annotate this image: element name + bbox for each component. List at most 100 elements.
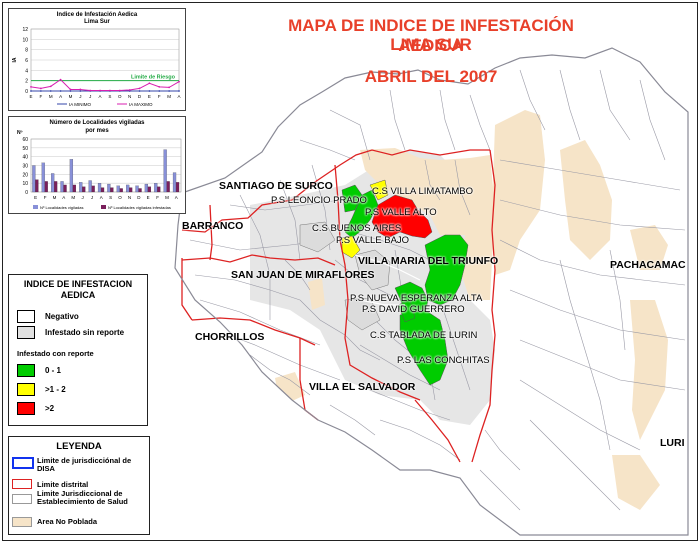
red-areas	[371, 194, 433, 239]
chart-ia-point	[79, 90, 82, 92]
chart-ia-point	[89, 89, 92, 92]
facility-limatambo: C.S VILLA LIMATAMBO	[372, 186, 474, 197]
chart-loc-bar	[107, 183, 111, 193]
chart-ia-xtick: M	[167, 94, 171, 99]
chart-loc-bar	[110, 187, 114, 193]
chart-loc-xtick: A	[175, 195, 178, 200]
chart-loc-xtick: M	[165, 195, 169, 200]
no-poblada-5	[630, 225, 668, 270]
chart-ia-series-line	[30, 78, 180, 91]
chart-loc-ytick: 30	[22, 164, 28, 170]
no-poblada-8	[612, 455, 660, 510]
chart-ia-point	[30, 90, 32, 92]
chart-ia-ytick: 4	[25, 68, 28, 74]
chart-ia-legend-min: IA MINIMO	[69, 102, 92, 107]
chart-ia-xtick: M	[49, 94, 53, 99]
chart-loc-bar	[116, 185, 120, 193]
chart-loc-ytick: 60	[22, 137, 28, 143]
chart-loc-ytick: 20	[22, 172, 28, 178]
chart-ia-point	[178, 90, 180, 92]
chart-loc-ytick: 10	[22, 181, 28, 187]
chart-loc-xtick: E	[34, 195, 37, 200]
chart-loc-xtick: M	[71, 195, 75, 200]
legend-disa-label: Limite de jurisdicciónal de DISA	[37, 456, 132, 473]
chart-ia-point	[59, 78, 62, 81]
facility-conchitas: P.S LAS CONCHITAS	[397, 355, 490, 366]
chart-ia-xtick: D	[138, 94, 142, 99]
swatch-red	[17, 402, 35, 415]
chart-loc-bar	[88, 180, 92, 193]
chart-ia-point	[49, 90, 52, 92]
legend-index-panel: INDICE DE INFESTACION AEDICA Negativo In…	[8, 274, 148, 426]
district-label-barranco: BARRANCO	[182, 220, 244, 232]
chart-ia-ytick: 8	[25, 48, 28, 54]
chart-loc-legend-a-swatch	[33, 205, 38, 209]
chart-loc-ytick: 0	[25, 190, 28, 196]
chart-ia-point	[168, 90, 171, 92]
district-label-vmt: VILLA MARIA DEL TRIUNFO	[358, 255, 499, 267]
chart-ia-xtick: A	[177, 94, 180, 99]
facility-valle-bajo: P.S VALLE BAJO	[336, 235, 410, 246]
chart-loc-ylabel: Nº	[17, 130, 23, 136]
chart-ia-xtick: F	[158, 94, 161, 99]
chart-ia-subtitle: Lima Sur	[84, 19, 110, 25]
swatch-establecimiento	[12, 494, 32, 504]
chart-loc-xtick: A	[62, 195, 65, 200]
swatch-disa	[12, 457, 34, 469]
district-label-ves: VILLA EL SALVADOR	[309, 381, 416, 393]
chart-loc-bar	[35, 179, 39, 193]
chart-loc-bar	[147, 186, 152, 193]
chart-loc-bar	[144, 183, 149, 193]
legend-main-title: LEYENDA	[56, 441, 102, 452]
chart-loc-bar	[166, 181, 170, 193]
gray-areas	[299, 221, 391, 331]
chart-ia-point	[109, 89, 111, 92]
chart-ia-risk-label: Limite de Riesgo	[131, 75, 176, 81]
chart-loc-ytick: 50	[22, 146, 28, 152]
chart-ia-xtick: J	[79, 94, 81, 99]
facility-leoncio: P.S LEONCIO PRADO	[271, 195, 367, 206]
legend-no-poblada-label: Area No Poblada	[37, 517, 98, 526]
facility-valle-alto: P.S VALLE ALTO	[365, 207, 437, 218]
chart-ia-point	[138, 87, 141, 90]
chart-ia-point	[138, 90, 141, 92]
legend-green-label: 0 - 1	[45, 366, 62, 375]
map-title: MAPA DE INDICE DE INFESTACIÓN AEDICA	[288, 16, 574, 55]
chart-loc-bar	[129, 187, 133, 193]
chart-loc-bar	[100, 187, 105, 193]
chart-ia-point	[118, 89, 121, 92]
chart-ia-ytick: 6	[25, 58, 28, 64]
chart-ia-xtick: J	[89, 94, 91, 99]
district-lines	[181, 149, 496, 463]
legend-negativo-label: Negativo	[45, 312, 79, 321]
chart-loc-legend-b-swatch	[101, 205, 106, 209]
swatch-green	[17, 364, 35, 377]
chart-loc-bar	[51, 173, 55, 193]
chart-ia-xtick: A	[59, 94, 62, 99]
district-label-surco: SANTIAGO DE SURCO	[219, 180, 333, 192]
chart-loc-bar	[175, 182, 180, 193]
district-label-sjm: SAN JUAN DE MIRAFLORES	[231, 269, 375, 281]
chart-ia-title: Indice de Infestación Aedica	[56, 12, 138, 18]
no-poblada-4	[630, 300, 668, 440]
chart-loc-xtick: F	[156, 195, 159, 200]
legend-red: >2	[17, 402, 54, 415]
chart-ia-point	[69, 88, 72, 91]
chart-loc-subtitle: por mes	[85, 128, 109, 134]
no-poblada-7	[308, 278, 325, 310]
chart-loc-bar	[54, 181, 58, 193]
facility-buenos-aires: C.S BUENOS AIRES	[312, 223, 402, 234]
legend-distrital-label: Limite distrital	[37, 480, 89, 489]
chart-loc-bar	[44, 181, 48, 193]
chart-loc-bar	[79, 182, 83, 193]
chart-ia-point	[69, 90, 72, 92]
chart-loc-ytick: 40	[22, 155, 28, 161]
chart-ia-xtick: S	[108, 94, 111, 99]
chart-ia-point	[178, 80, 180, 83]
chart-ia-point	[168, 86, 171, 89]
chart-ia-point	[128, 89, 131, 91]
chart-ia-ytick: 12	[22, 27, 28, 33]
chart-ia-xtick: A	[99, 94, 102, 99]
